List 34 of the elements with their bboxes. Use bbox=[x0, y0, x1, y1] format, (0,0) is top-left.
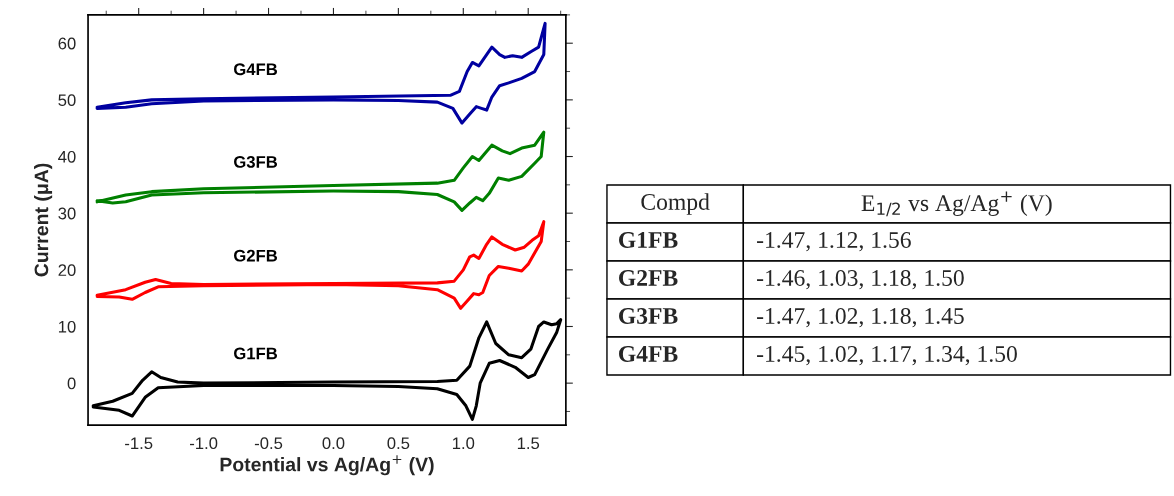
text: G1FB bbox=[619, 232, 678, 248]
y-tick-label: 10 bbox=[58, 320, 76, 333]
x-tick-label: 0.0 bbox=[322, 437, 345, 450]
line-series bbox=[95, 130, 546, 212]
x-tick-label: 0.5 bbox=[387, 437, 410, 450]
series-label: G1FB bbox=[234, 347, 278, 360]
line-series bbox=[95, 220, 546, 310]
y-tick-label: 60 bbox=[58, 37, 76, 50]
x-tick-label: -1.5 bbox=[125, 437, 153, 450]
text: G4FB bbox=[619, 346, 678, 362]
text: -1.47, 1.12, 1.56 bbox=[757, 232, 911, 252]
text: -1.47, 1.02, 1.18, 1.45 bbox=[757, 307, 964, 328]
series-label: G4FB bbox=[234, 63, 278, 76]
x-tick-label: -0.5 bbox=[254, 437, 283, 450]
text: -1.46, 1.03, 1.18, 1.50 bbox=[757, 269, 964, 290]
x-tick-label: -1.0 bbox=[189, 437, 218, 450]
y-tick-label: 50 bbox=[58, 94, 76, 107]
x-tick-label: 1.0 bbox=[452, 437, 475, 450]
line-series bbox=[91, 318, 563, 421]
text: G2FB bbox=[619, 270, 678, 286]
y-axis-title: Current (μA) bbox=[34, 163, 53, 277]
line-series bbox=[95, 21, 547, 125]
text: -1.45, 1.02, 1.17, 1.34, 1.50 bbox=[757, 345, 1017, 366]
y-tick-label: 0 bbox=[67, 377, 76, 390]
text: Compd bbox=[641, 193, 710, 215]
series-label: G2FB bbox=[234, 249, 278, 262]
x-axis-title: Potential vs Ag/Ag$^{+}$ (V) bbox=[220, 455, 434, 476]
y-tick-label: 30 bbox=[58, 207, 76, 220]
text: G3FB bbox=[619, 308, 678, 324]
y-tick-label: 40 bbox=[58, 150, 76, 163]
text: E$_{1/2}$ vs Ag/Ag$^{+}$ (V) bbox=[861, 191, 1052, 217]
x-tick-label: 1.5 bbox=[517, 437, 540, 450]
y-tick-label: 20 bbox=[58, 264, 76, 277]
series-label: G3FB bbox=[234, 155, 278, 168]
